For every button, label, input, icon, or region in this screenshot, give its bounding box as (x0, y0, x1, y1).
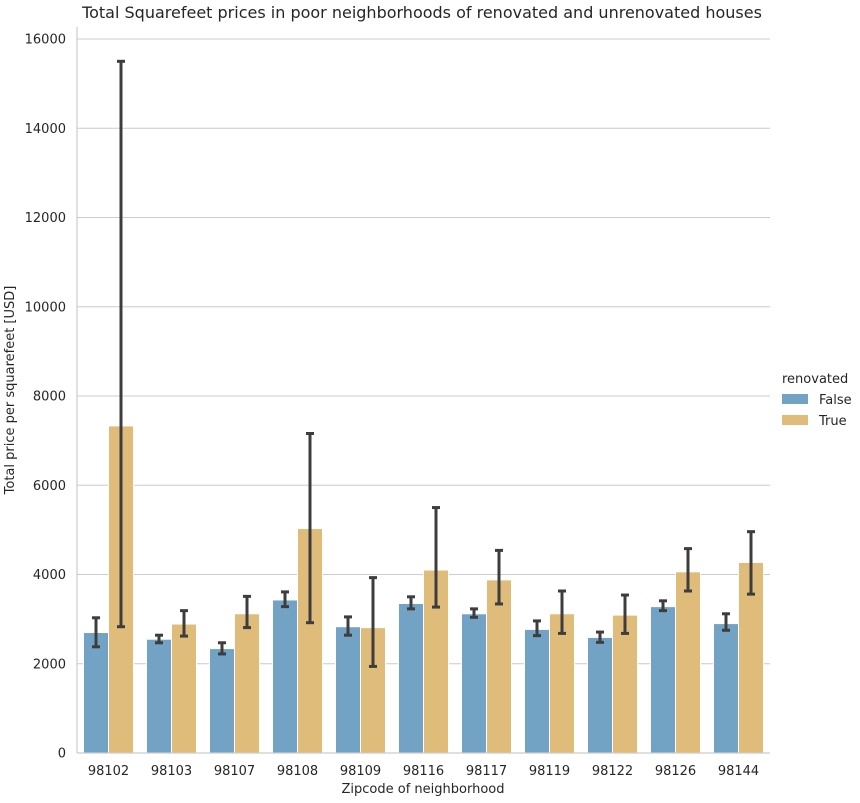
error-bar-false-98144 (722, 612, 730, 632)
error-bar-true-98119 (558, 589, 566, 635)
error-bar-false-98119 (533, 619, 541, 638)
y-tick-label: 14000 (25, 122, 66, 137)
bar-false-98102 (83, 632, 109, 754)
error-bar-false-98103 (155, 633, 163, 645)
y-tick-label: 6000 (33, 479, 66, 494)
error-bar-false-98117 (470, 607, 478, 619)
error-bar-true-98126 (684, 547, 692, 593)
bar-false-98122 (587, 636, 613, 754)
bar-false-98117 (461, 613, 487, 754)
x-tick-label: 98107 (214, 764, 255, 779)
x-axis-label: Zipcode of neighborhood (342, 782, 505, 797)
legend-swatch (782, 394, 808, 404)
x-tick-label: 98108 (277, 764, 318, 779)
legend: renovated False True (782, 372, 852, 429)
x-tick-labels: 98102 98103 98107 98108 98109 98116 98117 98119… (88, 764, 759, 779)
x-tick-label: 98144 (718, 764, 759, 779)
bar-false-98126 (650, 606, 676, 754)
x-tick-label: 98103 (151, 764, 192, 779)
error-bar-true-98103 (180, 609, 188, 638)
error-bar-false-98107 (218, 641, 226, 656)
y-tick-label: 10000 (25, 300, 66, 315)
y-tick-labels: 0 2000 4000 6000 8000 10000 12000 14000 16000 (25, 33, 66, 762)
error-bar-false-98108 (281, 590, 289, 609)
y-tick-label: 0 (58, 747, 66, 762)
error-bars (92, 59, 755, 668)
error-bar-true-98122 (621, 593, 629, 635)
error-bar-true-98117 (495, 548, 503, 606)
legend-title: renovated (782, 372, 848, 387)
y-axis-label: Total price per squarefeet [USD] (3, 286, 18, 496)
bar-false-98144 (713, 623, 739, 754)
gridlines (77, 38, 770, 665)
legend-label: True (818, 414, 847, 429)
bar-true-98107 (234, 613, 260, 754)
error-bar-false-98116 (407, 595, 415, 611)
y-tick-label: 4000 (33, 568, 66, 583)
legend-label: False (819, 393, 852, 408)
y-tick-label: 16000 (25, 33, 66, 48)
error-bar-true-98108 (306, 431, 314, 625)
chart-title: Total Squarefeet prices in poor neighbor… (81, 3, 762, 22)
bar-true-98117 (486, 579, 512, 754)
legend-swatch (782, 415, 808, 425)
bar-true-98103 (171, 623, 197, 754)
bar-false-98109 (335, 626, 361, 754)
error-bar-true-98109 (369, 576, 377, 668)
bars (83, 425, 764, 754)
error-bar-true-98107 (243, 594, 251, 630)
x-tick-label: 98116 (403, 764, 444, 779)
error-bar-false-98109 (344, 615, 352, 637)
x-tick-label: 98126 (655, 764, 696, 779)
x-tick-label: 98117 (466, 764, 507, 779)
bar-false-98119 (524, 628, 550, 754)
error-bar-true-98116 (432, 506, 440, 609)
bar-false-98108 (272, 599, 298, 754)
bar-true-98119 (549, 613, 575, 754)
y-tick-label: 8000 (33, 390, 66, 405)
x-tick-label: 98109 (340, 764, 381, 779)
error-bar-true-98144 (747, 530, 755, 596)
x-tick-label: 98122 (592, 764, 633, 779)
y-tick-label: 2000 (33, 657, 66, 672)
bar-false-98103 (146, 638, 172, 754)
bar-true-98122 (612, 614, 638, 754)
bar-false-98116 (398, 603, 424, 754)
error-bar-false-98122 (596, 630, 604, 644)
error-bar-false-98126 (659, 599, 667, 613)
y-tick-label: 12000 (25, 211, 66, 226)
legend-item-false: False (782, 393, 852, 408)
x-tick-label: 98119 (529, 764, 570, 779)
legend-item-true: True (782, 414, 847, 429)
error-bar-false-98102 (92, 616, 100, 649)
error-bar-true-98102 (117, 59, 125, 629)
bar-false-98107 (209, 648, 235, 754)
bar-true-98126 (675, 571, 701, 754)
x-tick-label: 98102 (88, 764, 129, 779)
